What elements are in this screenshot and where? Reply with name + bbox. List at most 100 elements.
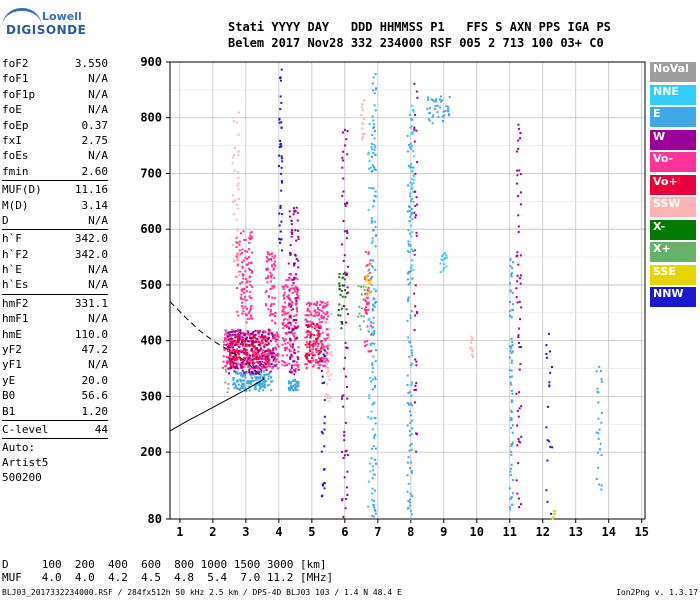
- data-point-x-: [339, 293, 342, 296]
- data-point-e: [372, 127, 375, 130]
- data-point-vo-: [326, 301, 329, 304]
- data-point-e: [511, 267, 514, 270]
- data-point-vo-: [271, 319, 274, 322]
- param-value: 342.0: [74, 232, 108, 246]
- data-point-e: [373, 384, 376, 387]
- logo-arc: [2, 8, 42, 27]
- data-point-e: [441, 99, 444, 102]
- data-point-vo-: [272, 303, 275, 306]
- data-point-e: [426, 98, 429, 101]
- data-point-vo-: [309, 336, 312, 339]
- data-point-e: [511, 261, 514, 264]
- data-point-ssw: [330, 373, 333, 376]
- data-point-e: [598, 428, 601, 431]
- data-point-w: [289, 356, 292, 359]
- data-point-w: [517, 147, 520, 150]
- data-point-vo-: [367, 301, 370, 304]
- data-point-vo-: [243, 363, 246, 366]
- data-point-vo-: [250, 358, 253, 361]
- data-point-e: [258, 371, 261, 374]
- data-point-e: [508, 369, 511, 372]
- data-point-w: [292, 360, 295, 363]
- data-point-e: [292, 389, 295, 392]
- data-point-vo-: [367, 251, 370, 254]
- data-point-e: [511, 308, 514, 311]
- data-point-vo-: [364, 250, 367, 253]
- data-point-vo-: [326, 315, 329, 318]
- data-point-vo-: [281, 285, 284, 288]
- data-point-e: [510, 399, 513, 402]
- data-point-vo-: [270, 350, 273, 353]
- data-point-w: [243, 371, 246, 374]
- data-point-nne: [409, 213, 412, 216]
- data-point-ssw: [234, 199, 237, 202]
- data-point-w: [250, 372, 253, 375]
- data-point-vo-: [309, 344, 312, 347]
- data-point-vo-: [222, 343, 225, 346]
- data-point-w: [414, 190, 417, 193]
- data-point-e: [248, 372, 251, 375]
- data-point-w: [233, 370, 236, 373]
- data-point-vo-: [264, 277, 267, 280]
- legend-item-w: W: [650, 129, 696, 150]
- data-point-vo-: [251, 354, 254, 357]
- data-point-w: [413, 140, 416, 143]
- data-point-vo-: [310, 313, 313, 316]
- data-point-vo-: [316, 336, 319, 339]
- data-point-vo-: [320, 317, 323, 320]
- data-point-w: [247, 340, 250, 343]
- data-point-nnw: [323, 428, 326, 431]
- data-point-sse: [368, 280, 371, 283]
- param-row: B0 56.6: [2, 388, 108, 403]
- data-point-ssw: [325, 383, 328, 386]
- data-point-e: [266, 373, 269, 376]
- data-point-vo-: [266, 352, 269, 355]
- data-point-e: [294, 388, 297, 391]
- data-point-ssw: [330, 354, 333, 357]
- data-point-ssw: [328, 327, 331, 330]
- data-point-vo-: [313, 334, 316, 337]
- data-point-w: [516, 150, 519, 153]
- data-point-w: [415, 450, 418, 453]
- data-point-e: [600, 380, 603, 383]
- data-point-nne: [411, 259, 414, 262]
- data-point-vo-: [309, 324, 312, 327]
- data-point-w: [227, 360, 230, 363]
- data-point-e: [373, 435, 376, 438]
- data-point-vo-: [272, 349, 275, 352]
- data-point-w: [234, 362, 237, 365]
- data-point-noval: [227, 383, 230, 386]
- data-point-vo-: [235, 255, 238, 258]
- data-point-w: [519, 274, 522, 277]
- data-point-w: [346, 347, 349, 350]
- data-point-w: [414, 305, 417, 308]
- data-point-nnw: [321, 375, 324, 378]
- data-point-w: [415, 129, 418, 132]
- data-point-e: [444, 110, 447, 113]
- param-separator: [2, 229, 108, 231]
- data-point-w: [241, 361, 244, 364]
- data-point-e: [409, 444, 412, 447]
- param-label: fxI: [2, 133, 22, 147]
- data-point-e: [232, 383, 235, 386]
- data-point-e: [297, 380, 300, 383]
- data-point-w: [414, 113, 417, 116]
- data-point-w: [413, 211, 416, 214]
- data-point-nnw: [279, 79, 282, 82]
- data-point-vo-: [270, 287, 273, 290]
- data-point-vo-: [287, 326, 290, 329]
- data-point-nnw: [280, 68, 283, 71]
- data-point-vo-: [248, 280, 251, 283]
- data-point-vo-: [228, 343, 231, 346]
- data-point-w: [416, 96, 419, 99]
- data-point-w: [239, 330, 242, 333]
- data-point-vo-: [267, 353, 270, 356]
- data-point-vo-: [319, 300, 322, 303]
- data-point-e: [428, 107, 431, 110]
- data-point-w: [345, 375, 348, 378]
- data-point-nnw: [279, 206, 282, 209]
- data-point-vo-: [262, 363, 265, 366]
- data-point-e: [447, 110, 450, 113]
- data-point-vo-: [289, 371, 292, 374]
- data-point-x-: [362, 285, 365, 288]
